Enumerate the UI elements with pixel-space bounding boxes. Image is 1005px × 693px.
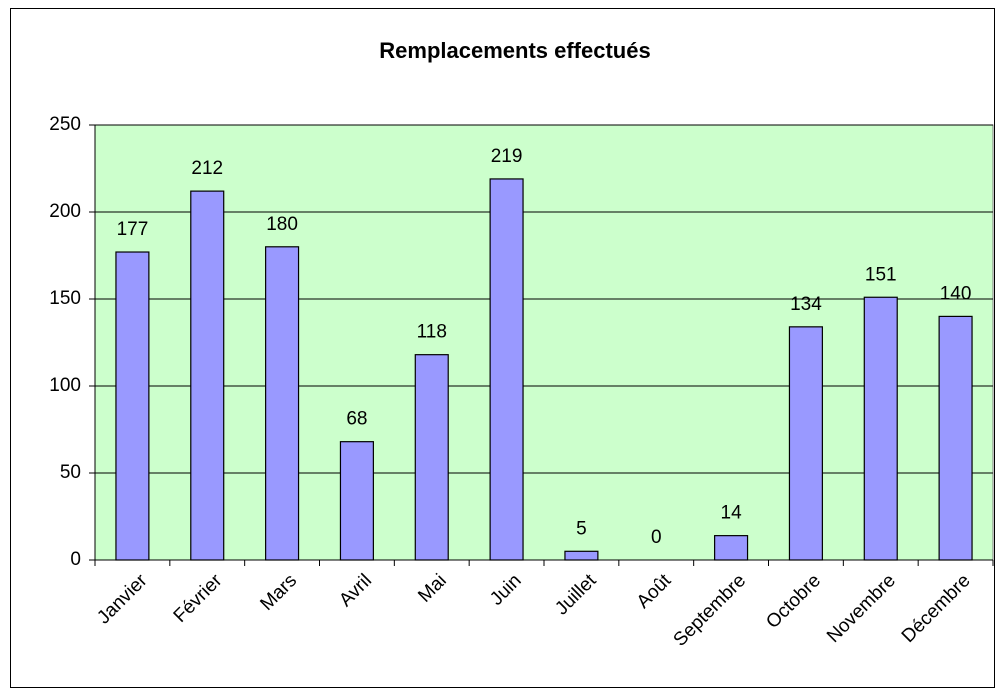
y-tick-label: 200 (49, 201, 81, 222)
bar (339, 441, 374, 561)
value-label: 212 (191, 158, 223, 179)
bar (714, 535, 749, 561)
value-label: 219 (491, 146, 523, 167)
value-label: 134 (790, 294, 822, 315)
value-label: 151 (865, 264, 897, 285)
value-label: 140 (940, 283, 972, 304)
bar (265, 246, 300, 561)
value-label: 118 (417, 322, 447, 343)
y-tick-label: 250 (49, 114, 81, 135)
bar (788, 326, 823, 561)
chart-title: Remplacements effectués (379, 38, 650, 63)
bar (489, 178, 524, 561)
value-label: 177 (117, 219, 149, 240)
bar (190, 190, 225, 561)
bar (564, 550, 599, 561)
plot-area (94, 124, 994, 561)
bar (115, 251, 150, 561)
value-label: 68 (346, 409, 367, 430)
y-tick-label: 150 (49, 288, 81, 309)
y-tick-label: 50 (60, 462, 81, 483)
value-label: 180 (266, 214, 298, 235)
y-tick-label: 100 (49, 375, 81, 396)
bar (414, 354, 449, 561)
value-label: 5 (576, 518, 587, 539)
value-label: 0 (651, 527, 662, 548)
bar (938, 315, 973, 561)
value-label: 14 (721, 503, 743, 524)
bar (863, 296, 898, 561)
y-tick-label: 0 (70, 549, 81, 570)
